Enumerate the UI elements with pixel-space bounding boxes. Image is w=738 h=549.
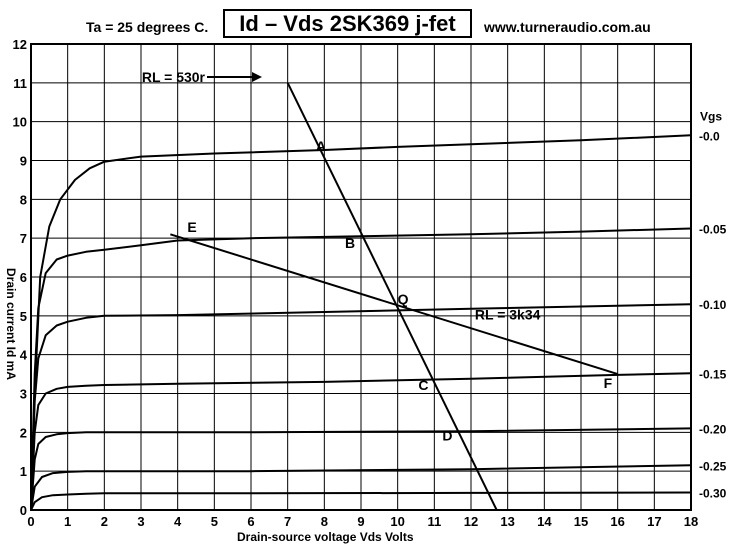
x-tick-label: 18 [684, 514, 698, 529]
y-tick-label: 10 [13, 115, 27, 130]
x-tick-label: 17 [647, 514, 661, 529]
x-tick-label: 15 [574, 514, 588, 529]
plot-border [30, 43, 692, 511]
load-line-arrowhead [252, 72, 262, 83]
y-tick-label: 11 [13, 76, 27, 91]
vgs-curve [30, 134, 692, 511]
operating-point-label: A [316, 138, 326, 154]
y-tick-label: 8 [20, 192, 27, 207]
website-label: www.turneraudio.com.au [484, 19, 651, 35]
vgs-curve [30, 427, 692, 511]
x-tick-label: 16 [610, 514, 624, 529]
vgs-curve [30, 372, 692, 511]
y-tick-label: 12 [13, 37, 27, 52]
vgs-curve [30, 303, 692, 511]
x-tick-label: 7 [284, 514, 291, 529]
x-tick-label: 4 [174, 514, 182, 529]
x-tick-label: 10 [390, 514, 404, 529]
load-lines [170, 72, 618, 511]
ambient-temperature-label: Ta = 25 degrees C. [86, 19, 209, 35]
operating-point-label: C [418, 377, 428, 393]
vgs-curve [30, 464, 692, 511]
x-tick-label: 11 [427, 514, 441, 529]
operating-point-label: D [442, 427, 452, 443]
load-line-label: RL = 3k34 [475, 307, 541, 323]
y-tick-label: 6 [20, 270, 27, 285]
x-tick-label: 13 [500, 514, 514, 529]
x-tick-label: 2 [101, 514, 108, 529]
y-tick-label: 0 [20, 503, 27, 518]
x-tick-label: 1 [64, 514, 71, 529]
x-tick-label: 8 [321, 514, 328, 529]
vgs-curve-label: -0.10 [699, 298, 727, 312]
y-tick-label: 1 [20, 464, 27, 479]
x-tick-label: 14 [537, 514, 552, 529]
vgs-curve-label: -0.30 [699, 487, 727, 501]
x-tick-label: 12 [464, 514, 478, 529]
chart-title: Id – Vds 2SK369 j-fet [223, 9, 472, 38]
x-tick-label: 5 [211, 514, 218, 529]
x-tick-label: 3 [137, 514, 144, 529]
vgs-curve [30, 227, 692, 511]
vgs-curve-label: -0.15 [699, 367, 727, 381]
vgs-curves [30, 134, 692, 511]
load-line [286, 82, 498, 511]
vgs-legend-title: Vgs [700, 109, 722, 123]
y-tick-label: 4 [20, 348, 28, 363]
x-tick-label: 9 [357, 514, 364, 529]
x-tick-label: 6 [247, 514, 254, 529]
x-tick-label: 0 [27, 514, 34, 529]
x-axis-label: Drain-source voltage Vds Volts [237, 530, 414, 544]
load-line-label: RL = 530r [142, 69, 206, 85]
vgs-curve-label: -0.0 [699, 129, 720, 143]
y-tick-label: 7 [20, 231, 27, 246]
y-tick-label: 9 [20, 154, 27, 169]
operating-point-label: Q [398, 291, 409, 307]
vgs-curve [30, 491, 692, 511]
y-tick-label: 5 [20, 309, 27, 324]
vgs-curve-label: -0.20 [699, 422, 727, 436]
y-axis-label: Drain current Id mA [4, 268, 18, 380]
y-tick-label: 3 [20, 387, 27, 402]
operating-point-label: F [604, 375, 613, 391]
operating-point-label: B [345, 235, 355, 251]
operating-point-label: E [187, 219, 196, 235]
vgs-curve-label: -0.05 [699, 222, 727, 236]
load-line [170, 233, 618, 376]
y-tick-label: 2 [20, 425, 27, 440]
vgs-curve-label: -0.25 [699, 459, 727, 473]
chart-labels: 0 1 2 3 4 5 6 7 8 9 10 11 12 13 14 15 16 17 18012345678910… [13, 37, 727, 529]
